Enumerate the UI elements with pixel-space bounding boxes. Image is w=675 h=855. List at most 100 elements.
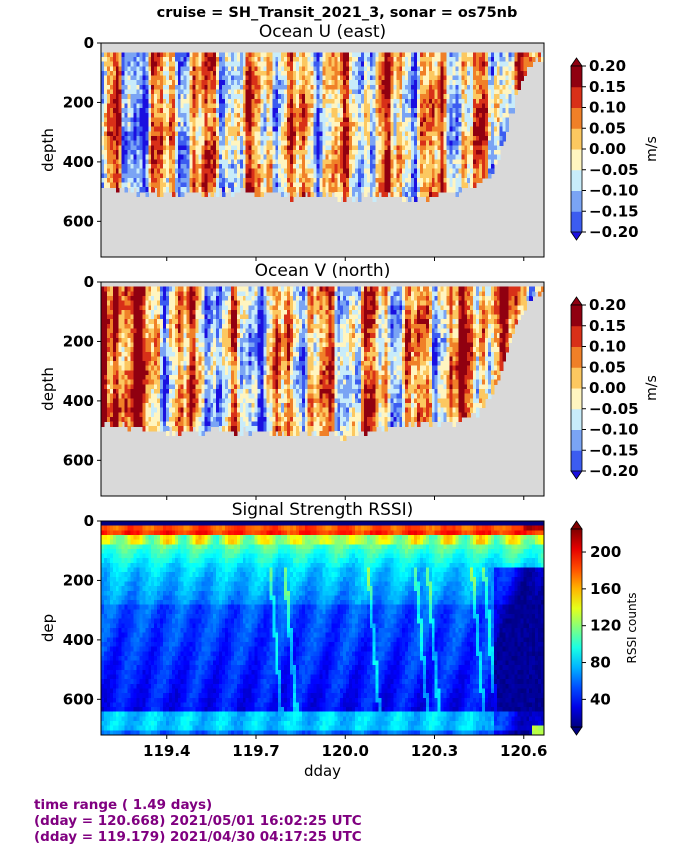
velocity-cell [204, 145, 208, 151]
velocity-cell [378, 66, 383, 72]
data-cells [101, 52, 545, 202]
velocity-cell [313, 173, 318, 179]
velocity-cell [174, 145, 179, 151]
velocity-cell [275, 122, 279, 128]
velocity-cell [399, 145, 403, 151]
velocity-cell [263, 168, 267, 174]
velocity-cell [360, 177, 365, 184]
velocity-cell [366, 136, 371, 142]
velocity-cell [408, 136, 412, 142]
velocity-cell [118, 94, 123, 100]
velocity-cell [109, 117, 114, 123]
velocity-cell [372, 75, 377, 81]
velocity-cell [157, 173, 161, 179]
velocity-cell [201, 84, 205, 91]
velocity-cell [183, 163, 188, 170]
velocity-cell [390, 140, 394, 146]
velocity-cell [245, 117, 250, 123]
velocity-cell [151, 140, 155, 146]
velocity-cell [142, 140, 146, 146]
velocity-cell [414, 117, 418, 123]
velocity-cell [139, 98, 143, 105]
velocity-cell [180, 61, 185, 67]
velocity-cell [180, 150, 185, 156]
velocity-cell [248, 112, 253, 119]
velocity-cell [154, 103, 158, 109]
velocity-cell [281, 136, 285, 142]
velocity-cell [405, 98, 409, 105]
velocity-cell [408, 140, 412, 146]
velocity-cell [325, 177, 329, 184]
velocity-cell [287, 168, 291, 174]
velocity-cell [316, 70, 321, 77]
velocity-cell [168, 117, 173, 123]
velocity-cell [372, 150, 377, 156]
velocity-cell [236, 145, 241, 151]
velocity-cell [151, 131, 155, 137]
velocity-cell [103, 112, 108, 119]
velocity-cell [201, 187, 205, 193]
velocity-cell [378, 80, 383, 86]
velocity-cell [331, 56, 335, 63]
velocity-cell [195, 140, 200, 146]
velocity-cell [251, 145, 256, 151]
velocity-cell [381, 61, 386, 67]
velocity-cell [124, 154, 129, 160]
velocity-cell [204, 94, 208, 100]
velocity-cell [269, 122, 273, 128]
velocity-cell [272, 140, 276, 146]
velocity-cell [490, 168, 495, 174]
colorbar-bin [571, 66, 582, 88]
velocity-cell [115, 140, 120, 146]
velocity-cell [298, 131, 303, 137]
velocity-cell [372, 154, 377, 160]
velocity-cell [334, 89, 338, 95]
velocity-cell [375, 145, 380, 151]
velocity-cell [381, 145, 386, 151]
velocity-cell [168, 103, 173, 109]
velocity-cell [227, 177, 232, 184]
velocity-cell [236, 112, 241, 119]
velocity-cell [428, 94, 433, 100]
velocity-cell [139, 56, 143, 63]
velocity-cell [236, 117, 241, 123]
velocity-cell [106, 177, 111, 184]
velocity-cell [225, 150, 229, 156]
velocity-cell [213, 61, 217, 67]
velocity-cell [236, 108, 241, 114]
velocity-cell [204, 168, 208, 174]
velocity-cell [331, 168, 335, 174]
velocity-cell [195, 182, 200, 188]
velocity-cell [216, 98, 220, 105]
velocity-cell [109, 56, 114, 63]
velocity-cell [210, 187, 214, 193]
velocity-cell [145, 159, 149, 165]
velocity-cell [142, 163, 146, 170]
velocity-cell [287, 70, 291, 77]
velocity-cell [422, 159, 427, 165]
velocity-cell [210, 122, 214, 128]
velocity-cell [284, 94, 288, 100]
velocity-cell [248, 159, 253, 165]
velocity-cell [295, 145, 300, 151]
velocity-cell [417, 122, 421, 128]
velocity-cell [248, 75, 253, 81]
velocity-cell [192, 168, 197, 174]
velocity-cell [387, 140, 392, 146]
velocity-cell [419, 191, 424, 198]
velocity-cell [103, 145, 108, 151]
velocity-cell [130, 131, 135, 137]
velocity-cell [393, 126, 397, 132]
velocity-cell [281, 140, 285, 146]
velocity-cell [101, 98, 105, 105]
velocity-cell [251, 136, 256, 142]
velocity-cell [245, 168, 250, 174]
velocity-cell [160, 177, 164, 184]
velocity-cell [340, 168, 344, 174]
velocity-cell [334, 98, 338, 105]
velocity-cell [325, 89, 329, 95]
velocity-cell [192, 80, 197, 86]
velocity-cell [375, 131, 380, 137]
velocity-cell [195, 70, 200, 77]
velocity-cell [109, 112, 114, 119]
